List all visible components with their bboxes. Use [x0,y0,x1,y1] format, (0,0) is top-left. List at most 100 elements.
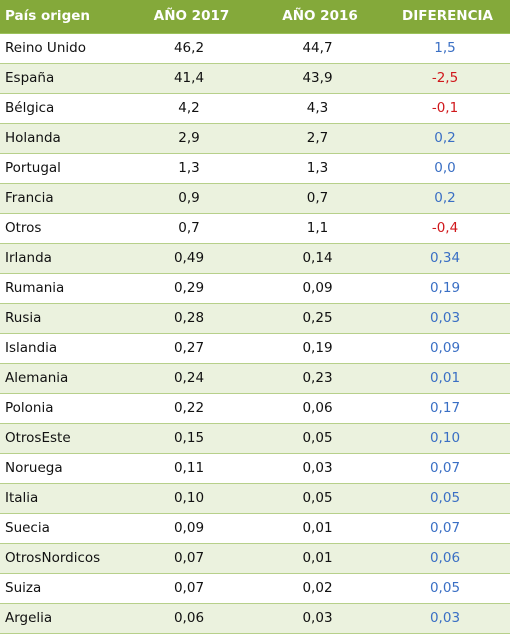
difference-cell: 0,2 [380,183,510,214]
table-row: Bélgica 4,2 4,3 -0,1 [0,93,510,124]
table-row: Reino Unido 46,2 44,7 1,5 [0,33,510,64]
difference-cell: 0,05 [380,483,510,514]
difference-cell: 0,17 [380,393,510,424]
difference-cell: 0,34 [380,243,510,274]
header-difference: DIFERENCIA [380,0,510,34]
value-2016-cell: 0,03 [255,453,380,484]
value-2016-cell: 0,06 [255,393,380,424]
country-cell: Polonia [0,393,123,424]
value-2016-cell: 0,14 [255,243,380,274]
value-2016-cell: 43,9 [255,63,380,94]
difference-cell: -2,5 [380,63,510,94]
value-2016-cell: 1,1 [255,213,380,244]
difference-cell: 0,10 [380,423,510,454]
value-2016-cell: 0,23 [255,363,380,394]
table-row: Rumania 0,29 0,09 0,19 [0,273,510,304]
header-year-2017: AÑO 2017 [123,0,255,34]
value-2017-cell: 0,7 [123,213,255,244]
difference-cell: -0,4 [380,213,510,244]
table-row: Irlanda 0,49 0,14 0,34 [0,243,510,274]
value-2017-cell: 0,06 [123,603,255,634]
difference-cell: 0,0 [380,153,510,184]
value-2017-cell: 46,2 [123,33,255,64]
table-row: Suiza 0,07 0,02 0,05 [0,573,510,604]
value-2016-cell: 0,19 [255,333,380,364]
difference-cell: 0,07 [380,513,510,544]
table-row: Alemania 0,24 0,23 0,01 [0,363,510,394]
country-cell: Portugal [0,153,123,184]
table-row: Rusia 0,28 0,25 0,03 [0,303,510,334]
value-2017-cell: 0,07 [123,573,255,604]
country-cell: Bélgica [0,93,123,124]
header-year-2016: AÑO 2016 [255,0,380,34]
country-cell: Otros [0,213,123,244]
value-2017-cell: 0,27 [123,333,255,364]
country-cell: Argelia [0,603,123,634]
value-2016-cell: 1,3 [255,153,380,184]
value-2017-cell: 41,4 [123,63,255,94]
country-cell: Alemania [0,363,123,394]
table-row: Holanda 2,9 2,7 0,2 [0,123,510,154]
difference-cell: 0,07 [380,453,510,484]
table-header-row: País origen AÑO 2017 AÑO 2016 DIFERENCIA [0,0,510,34]
value-2016-cell: 0,05 [255,423,380,454]
country-cell: Suiza [0,573,123,604]
value-2016-cell: 44,7 [255,33,380,64]
country-cell: OtrosNordicos [0,543,123,574]
table-row: Islandia 0,27 0,19 0,09 [0,333,510,364]
table-body: Reino Unido 46,2 44,7 1,5 España 41,4 43,9 -2,5… [0,33,510,634]
difference-cell: 1,5 [380,33,510,64]
country-cell: Italia [0,483,123,514]
table-row: Argelia 0,06 0,03 0,03 [0,603,510,634]
country-cell: Irlanda [0,243,123,274]
value-2017-cell: 0,9 [123,183,255,214]
table-row: España 41,4 43,9 -2,5 [0,63,510,94]
country-cell: Rumania [0,273,123,304]
value-2016-cell: 0,09 [255,273,380,304]
value-2016-cell: 0,25 [255,303,380,334]
difference-cell: 0,03 [380,603,510,634]
difference-cell: 0,06 [380,543,510,574]
value-2017-cell: 0,29 [123,273,255,304]
value-2017-cell: 1,3 [123,153,255,184]
table-row: Noruega 0,11 0,03 0,07 [0,453,510,484]
value-2017-cell: 0,09 [123,513,255,544]
difference-cell: 0,03 [380,303,510,334]
value-2016-cell: 0,7 [255,183,380,214]
value-2016-cell: 0,05 [255,483,380,514]
value-2017-cell: 0,28 [123,303,255,334]
country-cell: Rusia [0,303,123,334]
table-row: Portugal 1,3 1,3 0,0 [0,153,510,184]
value-2017-cell: 0,11 [123,453,255,484]
country-cell: Holanda [0,123,123,154]
difference-cell: -0,1 [380,93,510,124]
country-cell: Noruega [0,453,123,484]
value-2016-cell: 0,03 [255,603,380,634]
country-cell: OtrosEste [0,423,123,454]
value-2016-cell: 0,01 [255,513,380,544]
value-2017-cell: 0,15 [123,423,255,454]
table-row: Suecia 0,09 0,01 0,07 [0,513,510,544]
country-cell: Suecia [0,513,123,544]
value-2017-cell: 0,07 [123,543,255,574]
difference-cell: 0,2 [380,123,510,154]
value-2017-cell: 0,49 [123,243,255,274]
country-cell: España [0,63,123,94]
value-2017-cell: 4,2 [123,93,255,124]
table-row: OtrosEste 0,15 0,05 0,10 [0,423,510,454]
difference-cell: 0,05 [380,573,510,604]
value-2017-cell: 0,24 [123,363,255,394]
table-row: Francia 0,9 0,7 0,2 [0,183,510,214]
country-cell: Francia [0,183,123,214]
value-2016-cell: 2,7 [255,123,380,154]
table-row: Polonia 0,22 0,06 0,17 [0,393,510,424]
table-row: OtrosNordicos 0,07 0,01 0,06 [0,543,510,574]
header-country: País origen [0,0,123,34]
table-row: Italia 0,10 0,05 0,05 [0,483,510,514]
difference-cell: 0,09 [380,333,510,364]
value-2017-cell: 0,10 [123,483,255,514]
value-2016-cell: 0,01 [255,543,380,574]
table-row: Otros 0,7 1,1 -0,4 [0,213,510,244]
value-2017-cell: 0,22 [123,393,255,424]
